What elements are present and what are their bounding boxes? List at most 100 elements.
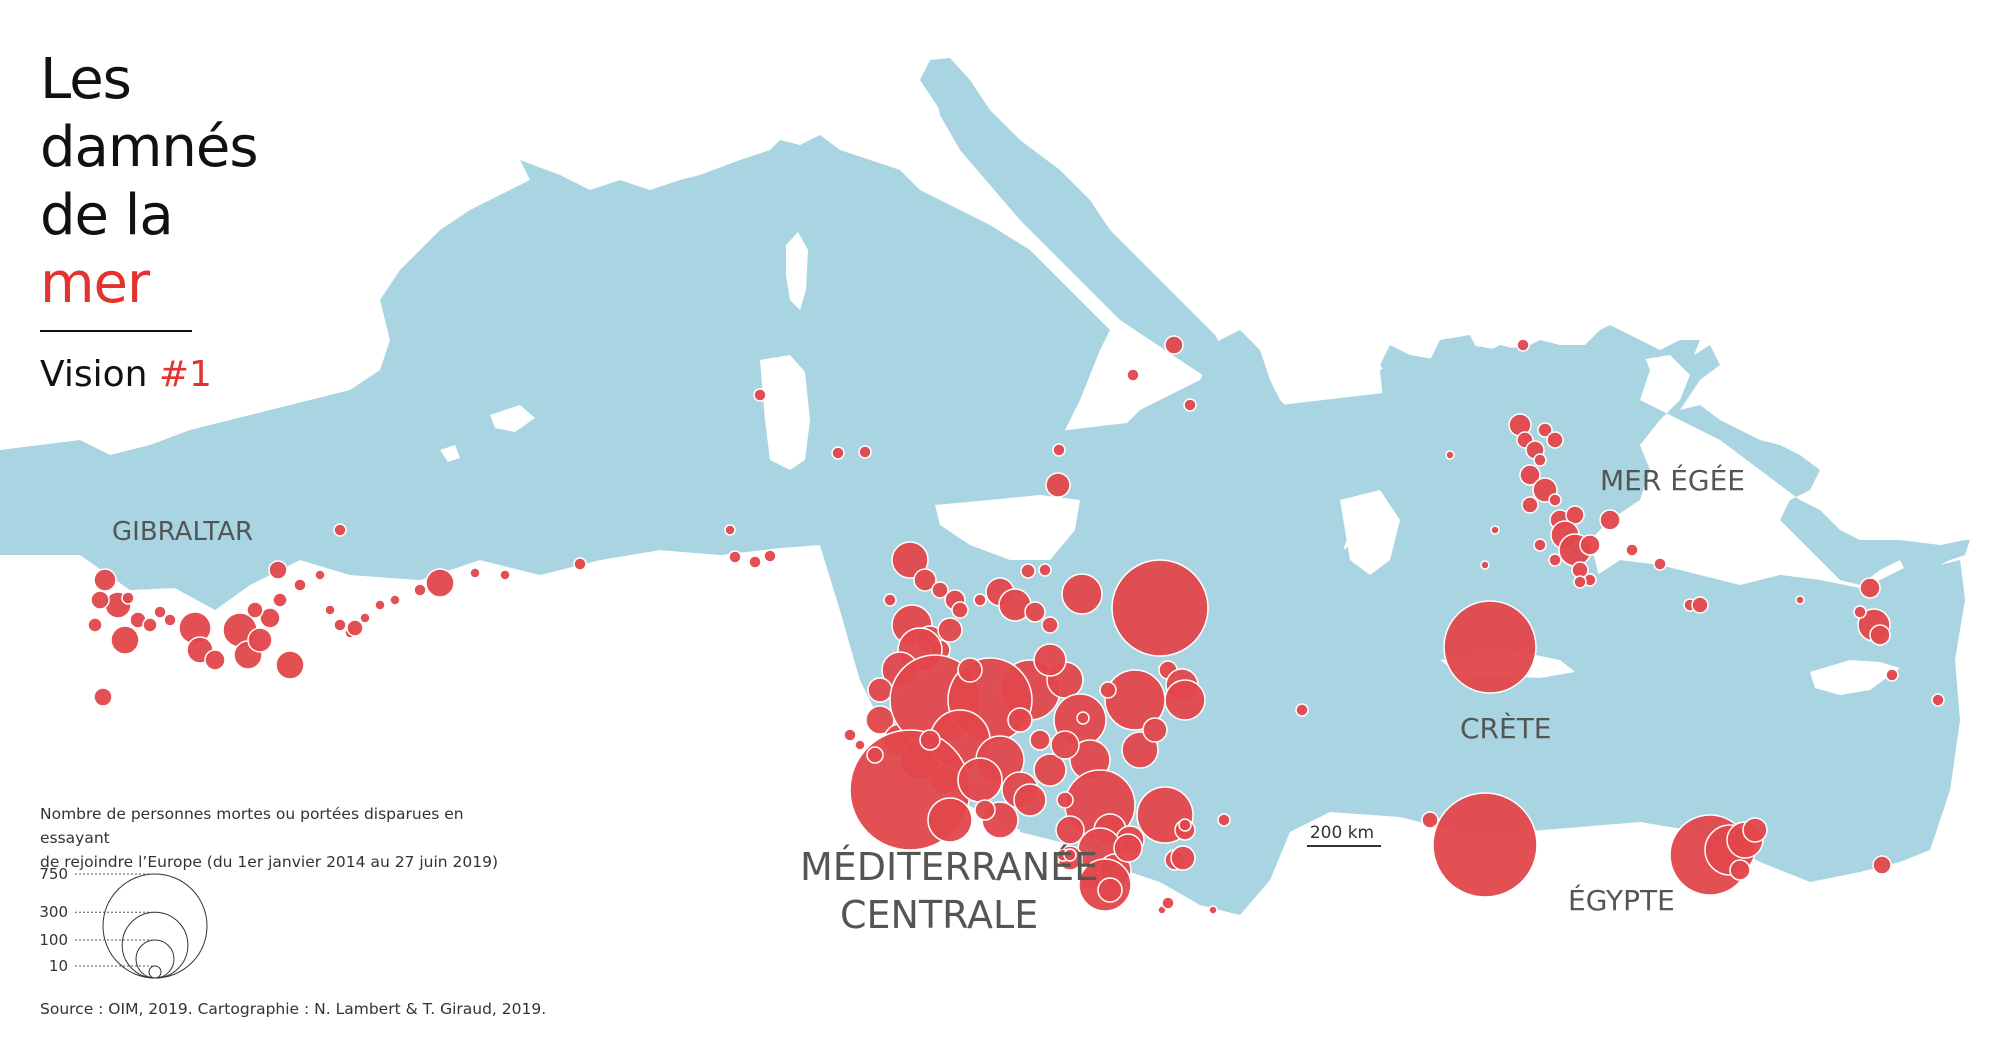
victim-circle xyxy=(1161,896,1175,910)
victim-circle xyxy=(1885,668,1899,682)
victim-circle xyxy=(858,445,872,459)
victim-circle xyxy=(1480,560,1490,570)
victim-circle xyxy=(1164,335,1184,355)
victim-circle xyxy=(1111,559,1209,657)
victim-circle xyxy=(883,593,897,607)
victim-circle xyxy=(293,578,307,592)
victim-circle xyxy=(843,728,857,742)
victim-circle xyxy=(957,657,983,683)
victim-circle xyxy=(927,797,973,843)
victim-circle xyxy=(1113,833,1143,863)
victim-circle xyxy=(324,604,336,616)
victim-circle xyxy=(93,568,117,592)
region-labels: GIBRALTAR MER ÉGÉE CRÈTE MÉDITERRANÉE CE… xyxy=(112,463,1745,937)
victim-circle xyxy=(314,569,326,581)
victim-circle xyxy=(1445,450,1455,460)
subtitle: Vision #1 xyxy=(40,354,300,395)
victim-circle xyxy=(854,739,866,751)
victim-circle xyxy=(359,612,371,624)
victim-circle xyxy=(204,649,226,671)
victim-circle xyxy=(333,618,347,632)
victim-circle xyxy=(1931,693,1945,707)
legend-circle xyxy=(121,911,189,979)
legend-circle xyxy=(148,965,162,979)
victim-circle xyxy=(1183,398,1197,412)
legend-circles: 750 300 100 10 xyxy=(39,865,208,979)
sicily xyxy=(935,495,1080,560)
victim-circle xyxy=(1126,368,1140,382)
victim-circle xyxy=(1104,669,1166,731)
balearic-mallorca xyxy=(490,405,535,432)
peloponnese xyxy=(1340,490,1400,575)
victim-circle xyxy=(1573,575,1587,589)
label-gibraltar: GIBRALTAR xyxy=(112,517,253,547)
subtitle-prefix: Vision xyxy=(40,354,148,395)
victim-circle xyxy=(1546,431,1564,449)
victim-circle xyxy=(866,746,884,764)
victim-circle xyxy=(1533,453,1547,467)
victim-circle xyxy=(891,541,929,579)
victim-circle xyxy=(1007,707,1033,733)
victim-circle xyxy=(748,555,762,569)
victim-circle xyxy=(1537,422,1553,438)
label-crete: CRÈTE xyxy=(1460,711,1552,745)
victim-circle xyxy=(1691,596,1709,614)
victim-circle xyxy=(246,601,264,619)
victim-circle xyxy=(1869,624,1891,646)
scale-bar-label: 200 km xyxy=(1310,823,1374,843)
victim-circle xyxy=(1490,525,1500,535)
victim-circle xyxy=(1055,815,1085,845)
label-egypte: ÉGYPTE xyxy=(1568,883,1675,917)
label-mer-egee: MER ÉGÉE xyxy=(1600,463,1745,497)
victim-circle xyxy=(1599,509,1621,531)
victim-circle xyxy=(499,569,511,581)
victim-circle xyxy=(1050,730,1080,760)
victim-circle xyxy=(1033,643,1067,677)
victim-circle xyxy=(753,388,767,402)
victim-circle xyxy=(163,613,177,627)
title-line-2: damnés xyxy=(40,115,259,180)
victim-circle xyxy=(1024,601,1046,623)
victim-circle xyxy=(1142,717,1168,743)
victim-circle xyxy=(1729,859,1751,881)
legend-value-label: 300 xyxy=(39,903,68,921)
victim-circle xyxy=(973,593,987,607)
victim-circle xyxy=(1421,811,1439,829)
victim-circle xyxy=(957,757,1003,803)
victim-circle xyxy=(724,524,736,536)
victim-circle xyxy=(1653,557,1667,571)
victim-circle xyxy=(1029,729,1051,751)
victim-circle xyxy=(1565,505,1585,525)
legend-text-line-1: Nombre de personnes mortes ou portées di… xyxy=(40,805,464,847)
victim-circle xyxy=(763,549,777,563)
victim-circle xyxy=(272,592,288,608)
scale-bar: 200 km xyxy=(1307,823,1381,847)
victim-circles xyxy=(87,335,1945,915)
victim-circle xyxy=(1208,905,1218,915)
balearic-ibiza xyxy=(440,445,460,462)
title-rule xyxy=(40,330,192,332)
victim-circle xyxy=(951,601,969,619)
victim-circle xyxy=(1178,818,1192,832)
victim-circle xyxy=(389,594,401,606)
victim-circle xyxy=(1052,443,1066,457)
victim-circle xyxy=(1033,753,1067,787)
victim-circle xyxy=(110,625,140,655)
cyprus xyxy=(1810,660,1900,695)
victim-circle xyxy=(831,446,845,460)
victim-circle xyxy=(1063,848,1077,862)
victim-circle xyxy=(121,591,135,605)
legend-circle xyxy=(102,873,208,979)
victim-circle xyxy=(1516,338,1530,352)
legend-value-label: 100 xyxy=(39,931,68,949)
title-line-4: mer xyxy=(40,251,150,316)
legend-description: Nombre de personnes mortes ou portées di… xyxy=(40,802,520,874)
victim-circle xyxy=(93,687,113,707)
victim-circle xyxy=(1056,791,1074,809)
victim-circle xyxy=(1097,877,1123,903)
victim-circle xyxy=(919,729,941,751)
victim-circle xyxy=(728,550,742,564)
victim-circle xyxy=(153,605,167,619)
victim-circle xyxy=(1217,813,1231,827)
